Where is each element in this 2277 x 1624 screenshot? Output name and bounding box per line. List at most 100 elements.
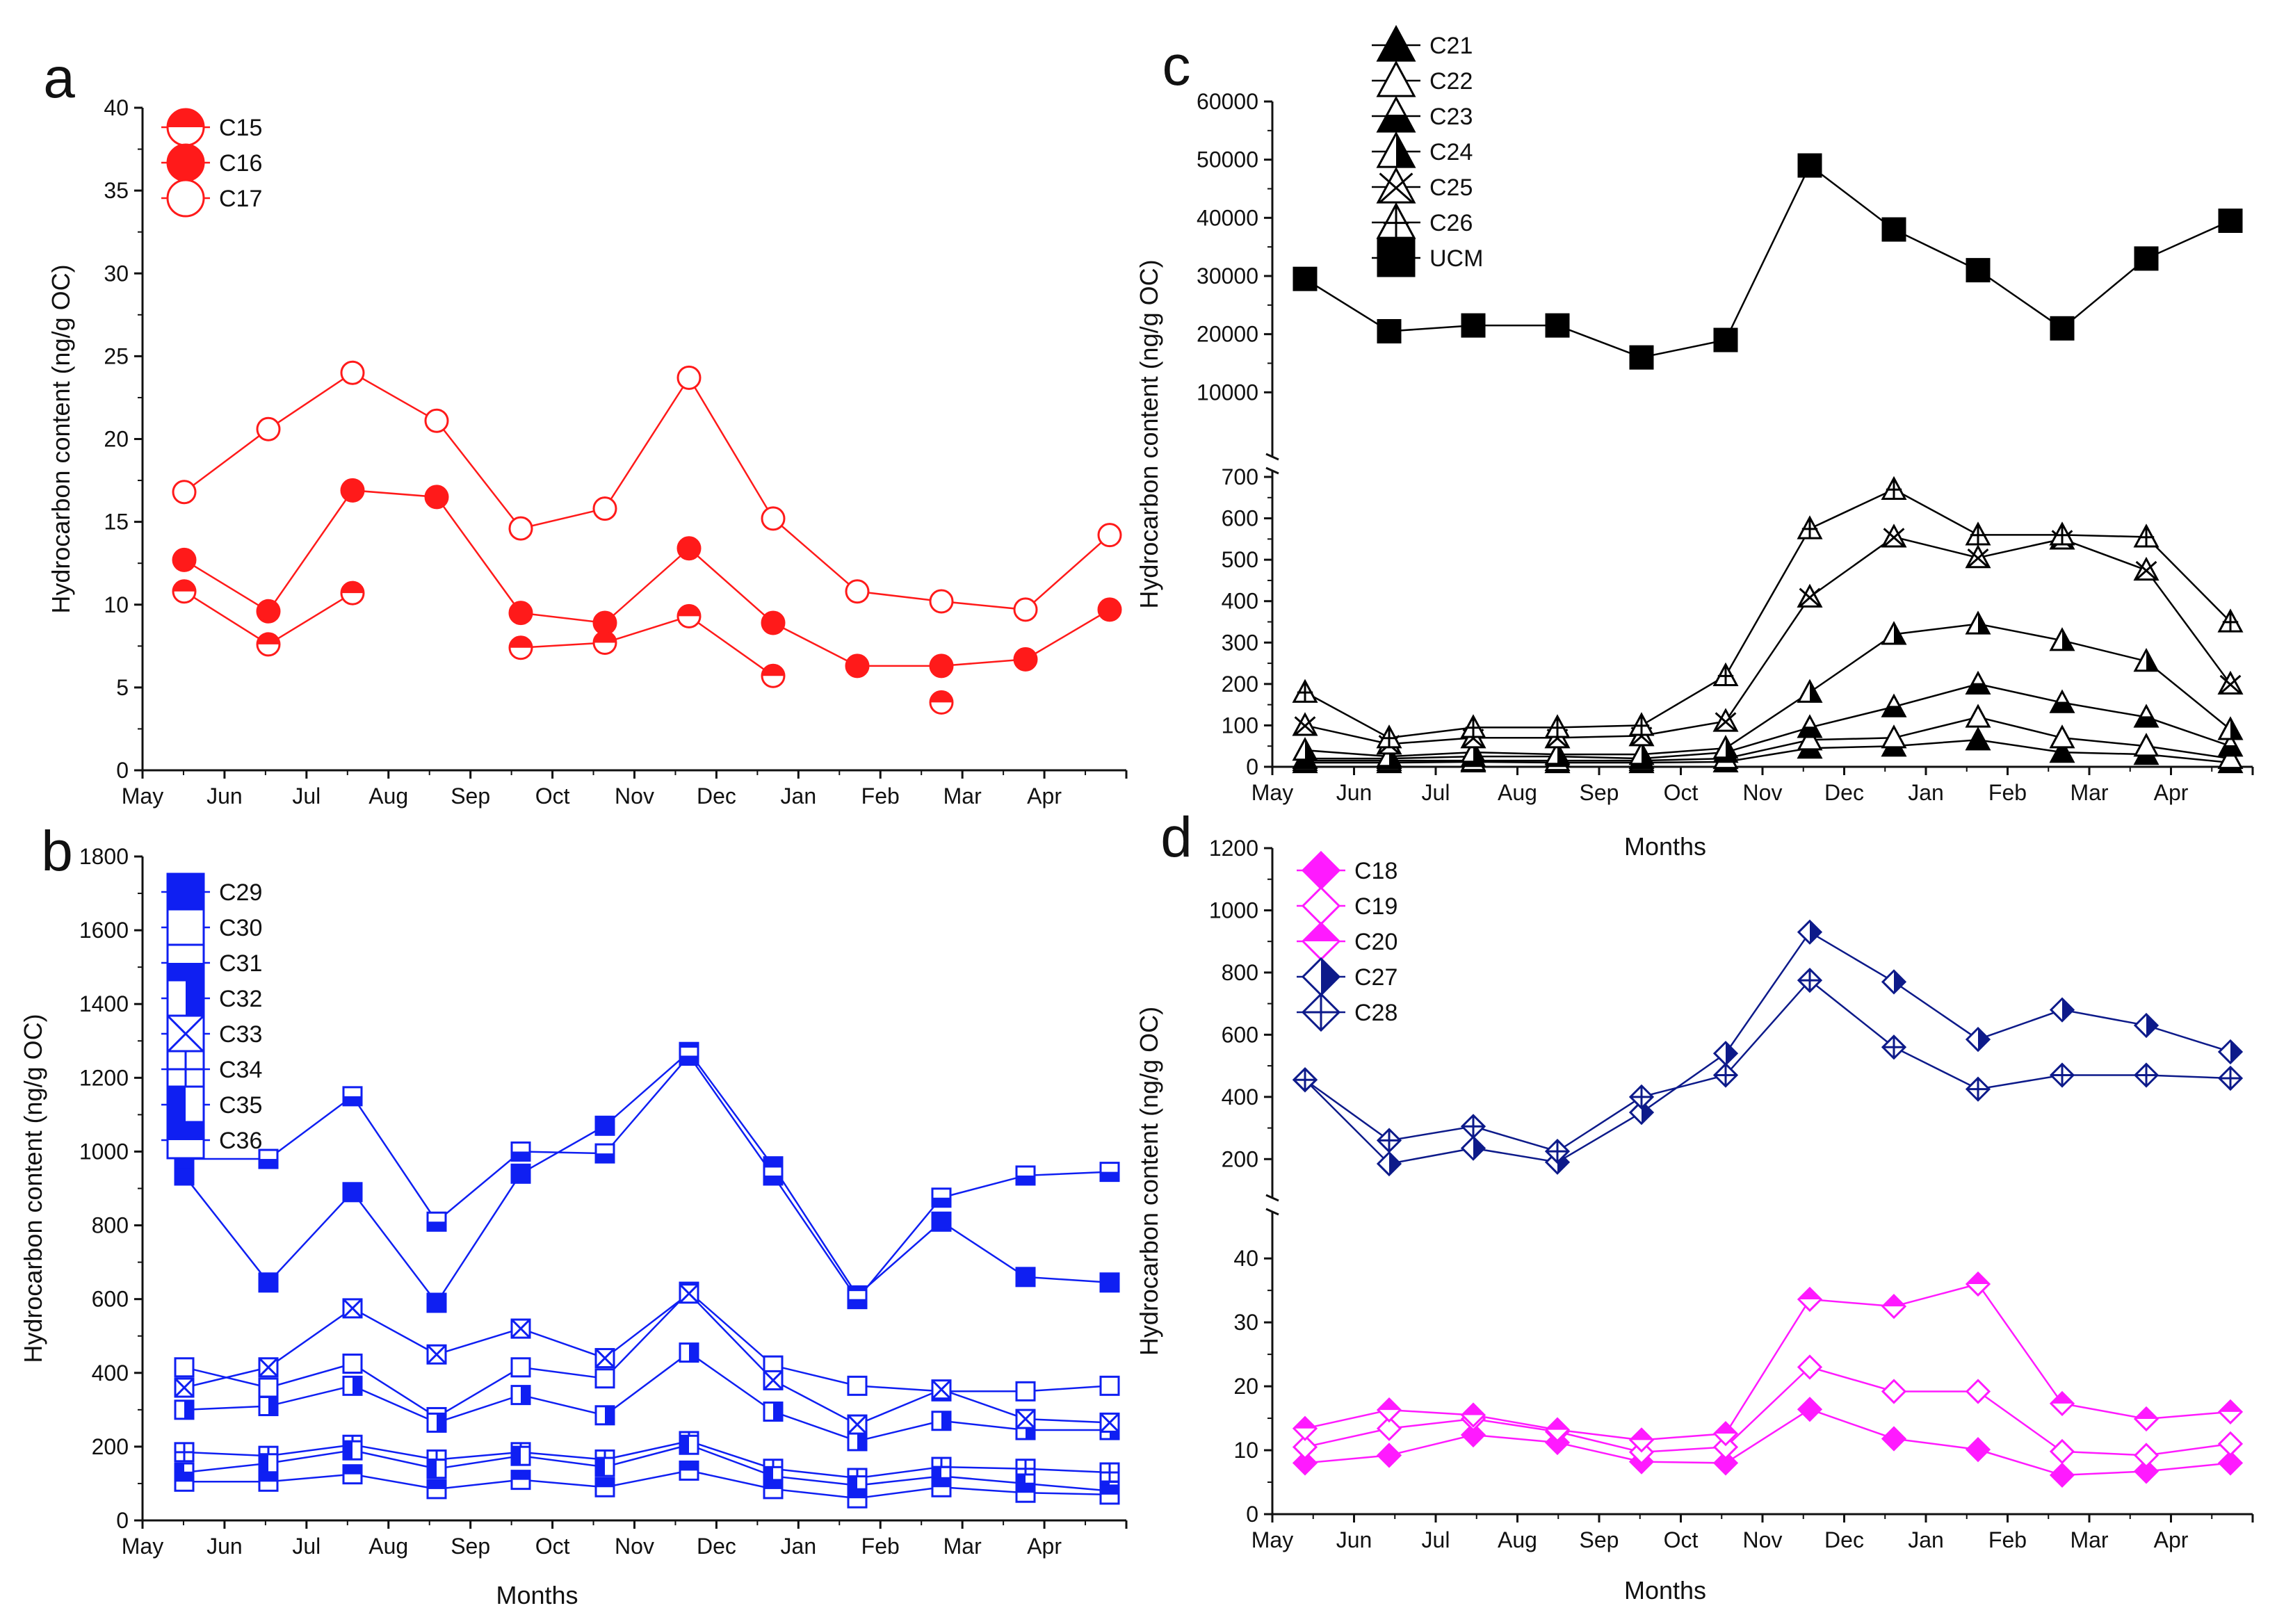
series-C20	[1292, 1271, 2244, 1453]
data-point	[1544, 740, 1571, 765]
data-point	[1965, 544, 1991, 569]
y-tick-label: 1800	[79, 844, 129, 869]
y-tick-label: 200	[1222, 1146, 1258, 1171]
series-line	[184, 1050, 1110, 1305]
data-point	[2217, 1399, 2244, 1424]
x-tick-label: Jan	[781, 783, 817, 809]
series-C36	[174, 1460, 1120, 1509]
x-tick-label: Apr	[2154, 1527, 2189, 1552]
legend-label: C26	[1429, 210, 1473, 236]
legend-marker	[1376, 95, 1416, 133]
data-point	[340, 478, 365, 503]
y-tick-label: 1200	[79, 1065, 129, 1090]
data-point	[1881, 476, 1907, 500]
legend-marker	[166, 179, 205, 218]
legend-marker	[1301, 992, 1341, 1032]
series-line	[1305, 739, 2231, 764]
series-line	[1304, 623, 2231, 758]
data-point	[679, 1434, 699, 1455]
legend-marker	[166, 1085, 205, 1124]
series-line	[1304, 1408, 2231, 1477]
data-point	[2217, 608, 2244, 633]
series-C21	[1292, 726, 2244, 774]
data-point	[1292, 1450, 1318, 1476]
series-C26	[1292, 476, 2244, 749]
legend-label: C21	[1429, 33, 1473, 59]
data-point	[1881, 1294, 1907, 1320]
data-point	[2217, 1039, 2244, 1065]
data-point	[426, 1344, 447, 1365]
data-point	[1628, 740, 1655, 765]
x-tick-label: Nov	[1743, 780, 1783, 805]
y-tick-label: 30	[1233, 1310, 1258, 1335]
data-point	[1965, 521, 1991, 546]
y-tick-label: 200	[92, 1434, 129, 1459]
y-tick-label: 60000	[1197, 89, 1258, 114]
data-point	[426, 1479, 447, 1500]
legend-item: C20	[1297, 921, 1397, 961]
x-tick-label: Oct	[1664, 1527, 1699, 1552]
series-line	[1304, 488, 2231, 739]
x-tick-label: Mar	[943, 1534, 982, 1559]
data-point	[342, 1464, 363, 1485]
data-point	[594, 1348, 615, 1369]
y-axis-title: Hydrocarbon content (ng/g OC)	[1135, 1007, 1163, 1356]
data-point	[679, 1283, 699, 1304]
data-point	[2049, 1462, 2075, 1488]
data-point	[510, 1357, 531, 1378]
legend-item: C27	[1297, 957, 1397, 997]
x-axis-title: Months	[496, 1581, 578, 1609]
panel-label: b	[41, 820, 73, 883]
data-point	[847, 1488, 868, 1509]
legend-marker	[1301, 850, 1341, 891]
x-tick-label: Feb	[1988, 780, 2027, 805]
series-C30	[174, 1281, 1120, 1427]
series-line	[184, 1440, 1110, 1479]
data-point	[763, 1370, 784, 1390]
y-tick-label: 50000	[1197, 147, 1258, 172]
y-tick-label: 25	[104, 343, 129, 368]
series-line	[1304, 931, 2231, 1165]
y-tick-label: 1400	[79, 991, 129, 1016]
data-point	[1013, 597, 1038, 622]
data-point	[1712, 1450, 1739, 1476]
y-tick-label: 1600	[79, 918, 129, 943]
legend-label: C34	[219, 1057, 262, 1083]
legend-item: C19	[1297, 886, 1397, 926]
x-tick-label: May	[1251, 1527, 1293, 1552]
y-tick-label: 40000	[1197, 205, 1258, 230]
data-point	[1099, 1462, 1120, 1483]
data-point	[258, 1272, 279, 1293]
data-point	[2133, 647, 2159, 672]
x-tick-label: Mar	[943, 783, 982, 809]
legend-item: C35	[161, 1085, 262, 1124]
data-point	[1713, 327, 1738, 352]
data-point	[2049, 724, 2075, 749]
data-point	[508, 635, 533, 660]
data-point	[2049, 738, 2075, 763]
y-tick-label: 200	[1222, 672, 1258, 697]
y-tick-label: 100	[1222, 713, 1258, 738]
data-point	[1628, 1427, 1655, 1453]
legend: C29 C30 C31 C32 C33 C34 C35 C36	[161, 872, 262, 1160]
data-point	[1881, 621, 1907, 645]
data-point	[1013, 647, 1038, 672]
legend-item: C31	[161, 943, 262, 982]
data-point	[1881, 724, 1907, 749]
x-tick-label: Aug	[368, 1534, 408, 1559]
legend-marker	[166, 1014, 205, 1053]
legend-label: C33	[219, 1021, 262, 1048]
y-tick-label: 35	[104, 178, 129, 203]
legend-label: C15	[219, 115, 262, 141]
data-point	[1544, 1417, 1571, 1443]
data-point	[1797, 726, 1823, 751]
data-point	[1628, 712, 1655, 736]
x-tick-label: Apr	[1027, 783, 1062, 809]
data-point	[2049, 521, 2075, 546]
x-tick-label: May	[122, 783, 163, 809]
legend: C18 C19 C20 C27 C28	[1297, 850, 1397, 1032]
x-tick-label: Apr	[1027, 1534, 1062, 1559]
series-line	[184, 592, 941, 703]
panel-label: c	[1162, 34, 1191, 97]
